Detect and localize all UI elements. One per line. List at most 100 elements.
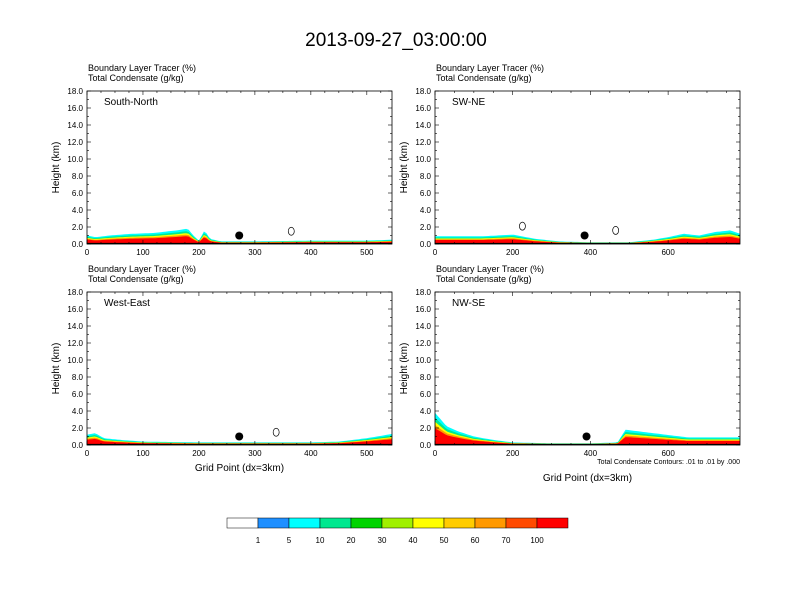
x-tick-label: 500	[360, 449, 374, 458]
colorbar-label: 20	[347, 536, 356, 545]
x-tick-label: 200	[192, 449, 206, 458]
x-axis-label: Grid Point (dx=3km)	[195, 463, 284, 474]
panel-header-line: Boundary Layer Tracer (%)	[436, 264, 544, 274]
tracer-layer-5	[87, 438, 392, 445]
y-tick-label: 12.0	[415, 138, 431, 147]
condensate-contour	[287, 226, 295, 236]
colorbar-swatch	[474, 517, 507, 529]
colorbar-swatch	[412, 517, 445, 529]
y-tick-label: 6.0	[72, 390, 84, 399]
colorbar-swatch	[226, 517, 259, 529]
y-tick-label: 0.0	[420, 441, 432, 450]
colorbar-label: 10	[316, 536, 325, 545]
y-tick-label: 14.0	[67, 322, 83, 331]
y-tick-label: 12.0	[67, 339, 83, 348]
y-tick-label: 10.0	[415, 155, 431, 164]
colorbar-swatch	[288, 517, 321, 529]
panel-title: South-North	[104, 97, 158, 108]
y-tick-label: 18.0	[67, 288, 83, 297]
x-tick-label: 500	[360, 248, 374, 257]
tracer-layer-2	[87, 435, 392, 445]
condensate-contour	[519, 221, 526, 231]
plot-frame	[86, 90, 393, 245]
x-tick-label: 400	[304, 248, 318, 257]
y-tick-label: 8.0	[420, 172, 432, 181]
y-tick-label: 6.0	[72, 189, 84, 198]
y-tick-label: 8.0	[72, 172, 84, 181]
plot-frame	[86, 291, 393, 446]
y-tick-label: 14.0	[415, 322, 431, 331]
tracer-layer-4	[87, 437, 392, 445]
y-axis-label: Height (km)	[399, 142, 410, 194]
panel-header-line: Boundary Layer Tracer (%)	[436, 63, 544, 73]
colorbar-label: 100	[530, 536, 544, 545]
x-tick-label: 200	[192, 248, 206, 257]
y-tick-label: 14.0	[67, 121, 83, 130]
x-tick-label: 400	[584, 248, 598, 257]
x-tick-label: 200	[506, 248, 520, 257]
y-tick-label: 18.0	[67, 87, 83, 96]
y-tick-label: 0.0	[72, 441, 84, 450]
page-title: 2013-09-27_03:00:00	[305, 30, 487, 51]
y-tick-label: 18.0	[415, 288, 431, 297]
y-tick-label: 2.0	[420, 223, 432, 232]
y-axis-label: Height (km)	[399, 343, 410, 395]
panel-header-line: Total Condensate (g/kg)	[436, 73, 532, 83]
colorbar-label: 40	[409, 536, 418, 545]
panel-header-line: Total Condensate (g/kg)	[436, 274, 532, 284]
colorbar-swatch	[319, 517, 352, 529]
panel-title: SW-NE	[452, 97, 485, 108]
y-tick-label: 16.0	[67, 104, 83, 113]
y-tick-label: 16.0	[415, 305, 431, 314]
y-tick-label: 0.0	[72, 240, 84, 249]
y-tick-label: 10.0	[415, 356, 431, 365]
y-tick-label: 4.0	[72, 206, 84, 215]
y-tick-label: 16.0	[415, 104, 431, 113]
location-marker	[580, 231, 589, 240]
x-tick-label: 600	[661, 449, 675, 458]
x-tick-label: 400	[304, 449, 318, 458]
tracer-layer-5	[87, 236, 392, 244]
x-tick-label: 400	[584, 449, 598, 458]
contour-note: Total Condensate Contours: .01 to .01 by…	[597, 459, 740, 466]
x-tick-label: 0	[433, 449, 438, 458]
colorbar-swatch	[536, 517, 569, 529]
y-tick-label: 2.0	[72, 223, 84, 232]
x-tick-label: 300	[248, 449, 262, 458]
x-tick-label: 0	[85, 248, 90, 257]
y-tick-label: 2.0	[72, 424, 84, 433]
location-marker	[235, 432, 244, 441]
panel-header-line: Boundary Layer Tracer (%)	[88, 264, 196, 274]
colorbar-swatch	[443, 517, 476, 529]
plot-frame	[434, 90, 741, 245]
colorbar-swatch	[505, 517, 538, 529]
x-tick-label: 0	[433, 248, 438, 257]
y-tick-label: 10.0	[67, 356, 83, 365]
panel-header-line: Total Condensate (g/kg)	[88, 274, 184, 284]
y-tick-label: 16.0	[67, 305, 83, 314]
colorbar-label: 60	[471, 536, 480, 545]
y-axis-label: Height (km)	[51, 142, 62, 194]
condensate-contour	[612, 226, 620, 235]
y-tick-label: 4.0	[420, 407, 432, 416]
plot-frame	[434, 291, 741, 446]
y-tick-label: 6.0	[420, 189, 432, 198]
y-tick-label: 12.0	[67, 138, 83, 147]
x-axis-label: Grid Point (dx=3km)	[543, 473, 632, 484]
panel-title: NW-SE	[452, 298, 485, 309]
colorbar-label: 30	[378, 536, 387, 545]
tracer-layer-3	[87, 436, 392, 445]
y-axis-label: Height (km)	[51, 343, 62, 395]
x-tick-label: 600	[661, 248, 675, 257]
x-tick-label: 100	[136, 449, 150, 458]
y-tick-label: 14.0	[415, 121, 431, 130]
location-marker	[235, 231, 244, 240]
x-tick-label: 300	[248, 248, 262, 257]
colorbar-swatch	[350, 517, 383, 529]
y-tick-label: 4.0	[72, 407, 84, 416]
colorbar-label: 5	[287, 536, 292, 545]
y-tick-label: 18.0	[415, 87, 431, 96]
y-tick-label: 0.0	[420, 240, 432, 249]
y-tick-label: 12.0	[415, 339, 431, 348]
